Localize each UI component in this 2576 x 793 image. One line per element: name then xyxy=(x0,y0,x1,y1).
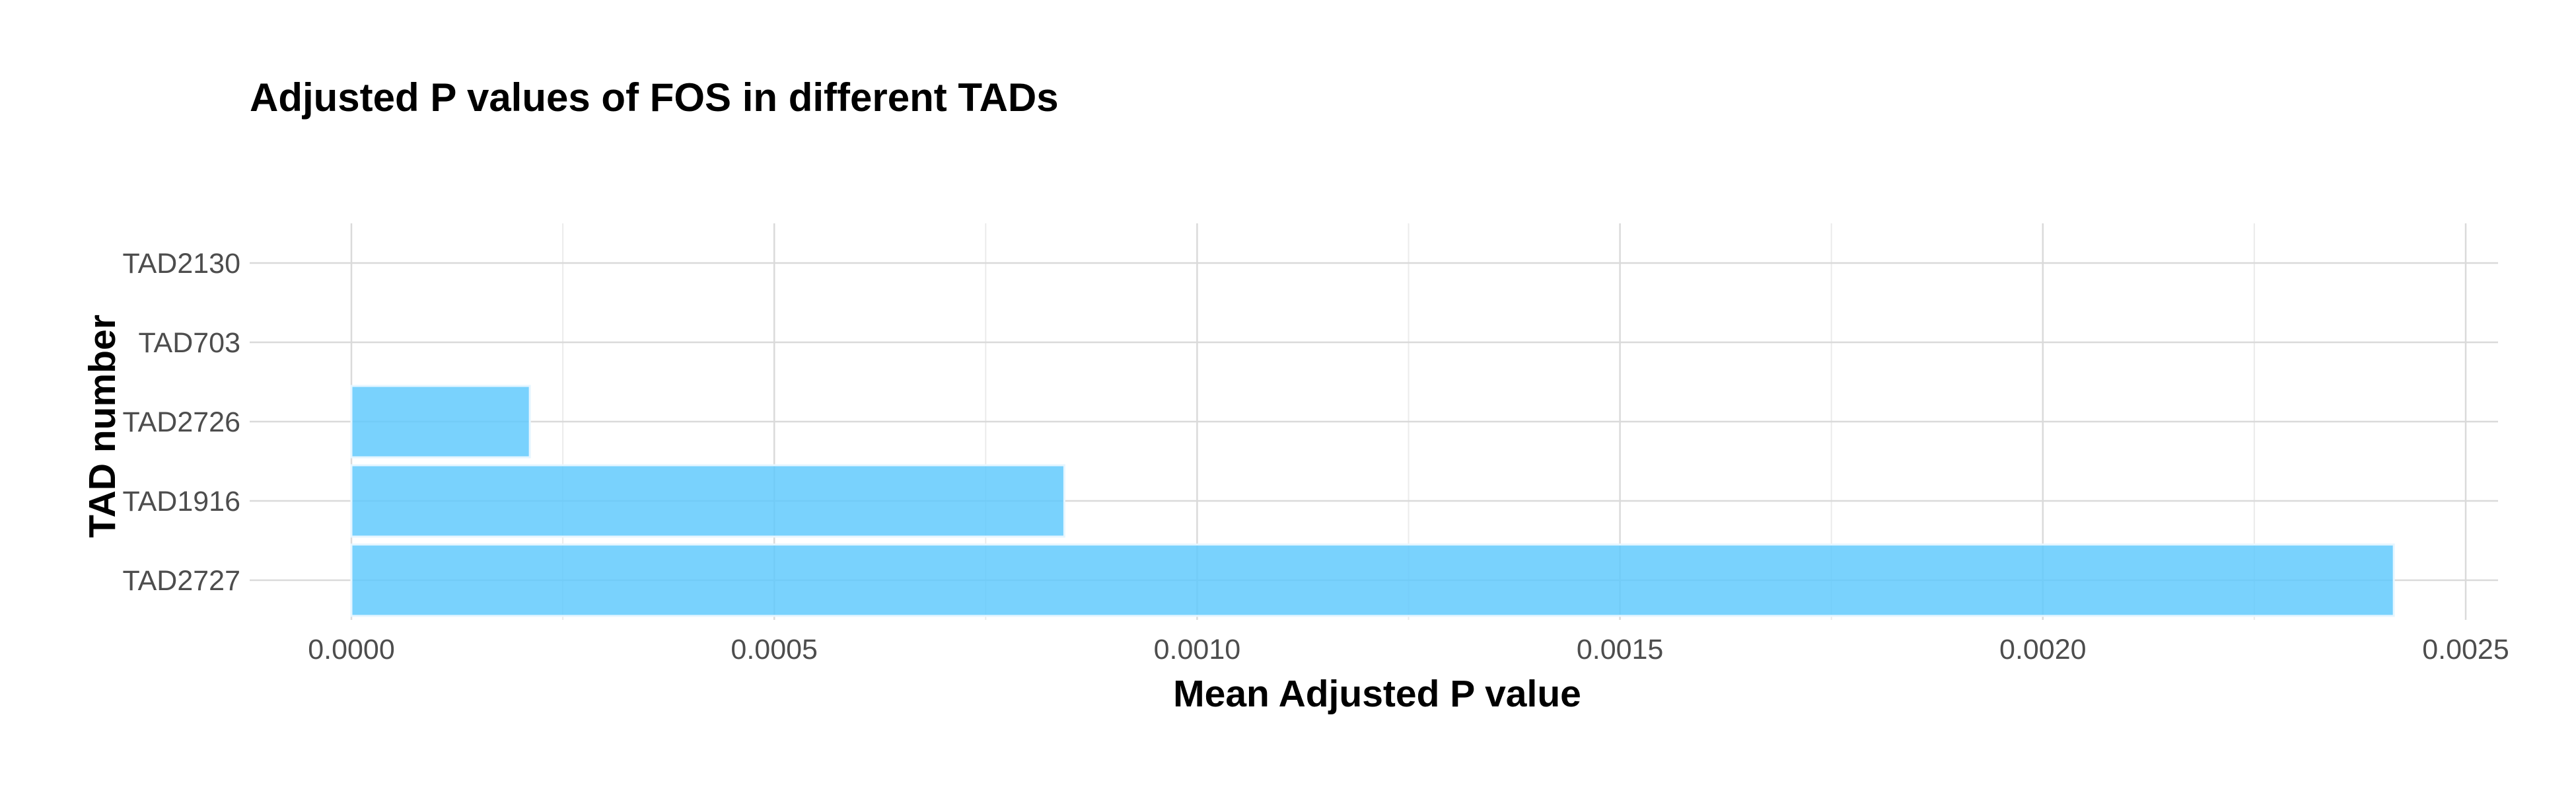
x-axis-title: Mean Adjusted P value xyxy=(1173,673,1581,715)
bar-tad1916 xyxy=(350,464,1065,538)
bars xyxy=(350,385,2395,617)
y-tick-label: TAD703 xyxy=(138,327,240,359)
y-tick-label: TAD2130 xyxy=(123,248,240,280)
y-axis-ticks: TAD2727 TAD1916 TAD2726 TAD703 TAD2130 xyxy=(123,248,240,597)
x-tick-label: 0.0025 xyxy=(2422,634,2509,665)
x-tick-label: 0.0020 xyxy=(1999,634,2087,665)
x-tick-label: 0.0000 xyxy=(308,634,395,665)
x-axis-ticks: 0.0000 0.0005 0.0010 0.0015 0.0020 0.0025 xyxy=(308,634,2509,665)
y-axis-title: TAD number xyxy=(81,315,124,538)
bar-tad2727 xyxy=(350,543,2395,617)
x-tick-label: 0.0005 xyxy=(731,634,818,665)
x-tick-label: 0.0010 xyxy=(1154,634,1241,665)
chart-title: Adjusted P values of FOS in different TA… xyxy=(250,75,1059,120)
bar-tad2726 xyxy=(350,385,531,459)
y-tick-label: TAD1916 xyxy=(123,486,240,517)
y-tick-label: TAD2727 xyxy=(123,565,240,597)
y-tick-label: TAD2726 xyxy=(123,406,240,438)
x-tick-label: 0.0015 xyxy=(1577,634,1664,665)
